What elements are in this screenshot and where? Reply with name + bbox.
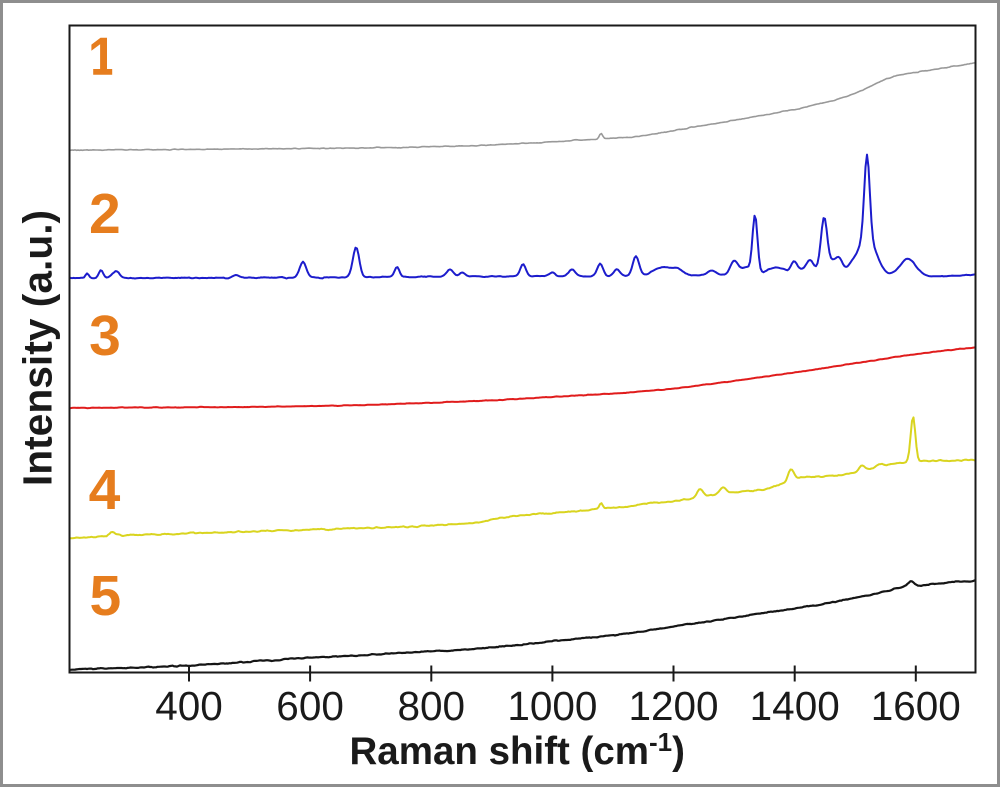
svg-text:4: 4 [89,458,121,522]
svg-text:Raman shift (cm-1): Raman shift (cm-1) [350,727,685,773]
svg-text:Intensity (a.u.): Intensity (a.u.) [15,210,61,486]
svg-text:400: 400 [155,683,223,729]
svg-text:5: 5 [89,564,121,628]
svg-text:1600: 1600 [871,683,961,729]
svg-text:1000: 1000 [507,683,597,729]
svg-text:800: 800 [398,683,466,729]
svg-text:1200: 1200 [628,683,718,729]
svg-text:600: 600 [276,683,344,729]
svg-text:1400: 1400 [750,683,840,729]
svg-text:3: 3 [89,304,121,368]
svg-text:2: 2 [89,182,121,246]
